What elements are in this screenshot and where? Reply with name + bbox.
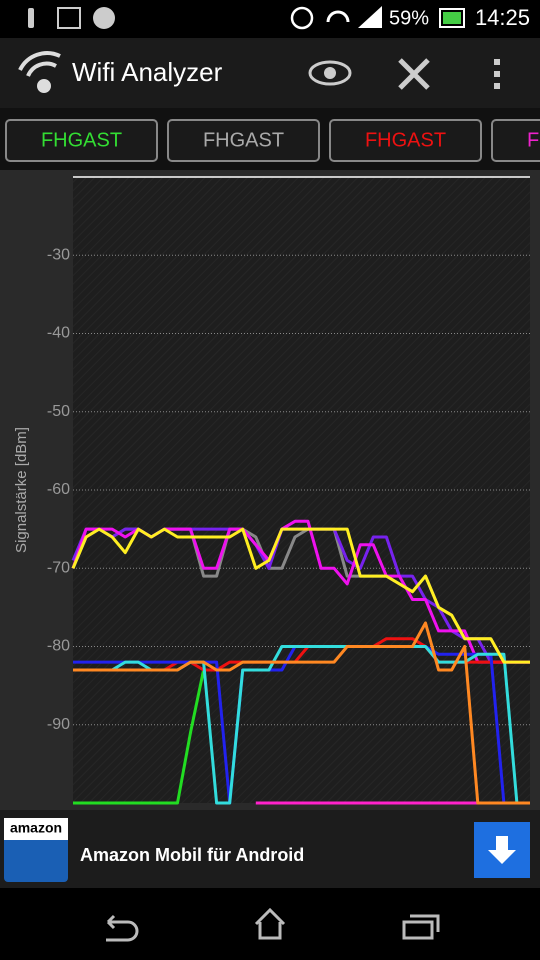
y-tick-label: -30 <box>47 246 70 263</box>
tab[interactable]: FHGAST <box>491 119 540 162</box>
clock: 14:25 <box>475 5 530 30</box>
tab[interactable]: FHGAST <box>167 119 320 162</box>
y-axis-label: Signalstärke [dBm] <box>13 427 30 553</box>
tools-button[interactable] <box>398 58 430 90</box>
recents-button[interactable] <box>402 914 440 940</box>
ad-brand: amazon <box>10 820 62 836</box>
tab-box <box>329 119 482 162</box>
series-line <box>73 669 206 805</box>
tab-box <box>167 119 320 162</box>
series-line <box>73 621 530 805</box>
tab-box <box>5 119 158 162</box>
download-icon <box>488 836 516 864</box>
tab[interactable]: FHGAST <box>329 119 482 162</box>
back-button[interactable] <box>106 914 139 942</box>
battery: 59% <box>389 7 429 29</box>
y-tick-label: -60 <box>47 481 70 498</box>
y-tick-label: -50 <box>47 403 70 420</box>
ad-text: Amazon Mobil für Android <box>80 845 304 865</box>
y-tick-label: -80 <box>47 638 70 655</box>
status-icons <box>28 6 465 30</box>
tab-label: FHGAST <box>41 129 122 151</box>
y-tick-label: -40 <box>47 325 70 342</box>
nav-bar <box>0 888 540 960</box>
menu-button[interactable] <box>494 59 500 89</box>
tab-box <box>491 119 540 162</box>
app-bar <box>0 38 540 108</box>
tab-label: FHGAST <box>365 129 446 151</box>
home-button[interactable] <box>254 907 286 940</box>
tab[interactable]: FHGAST <box>5 119 158 162</box>
tab-label: FHGAST <box>527 129 540 151</box>
app-title: Wifi Analyzer <box>72 57 223 87</box>
ad-banner[interactable] <box>0 810 540 888</box>
ad-logo-top <box>4 818 68 840</box>
tab-label: FHGAST <box>203 129 284 151</box>
app-icon <box>18 51 61 93</box>
y-tick-label: -70 <box>47 559 70 576</box>
y-tick-label: -90 <box>47 716 70 733</box>
series-line <box>71 527 530 664</box>
eye-button[interactable] <box>308 60 352 86</box>
